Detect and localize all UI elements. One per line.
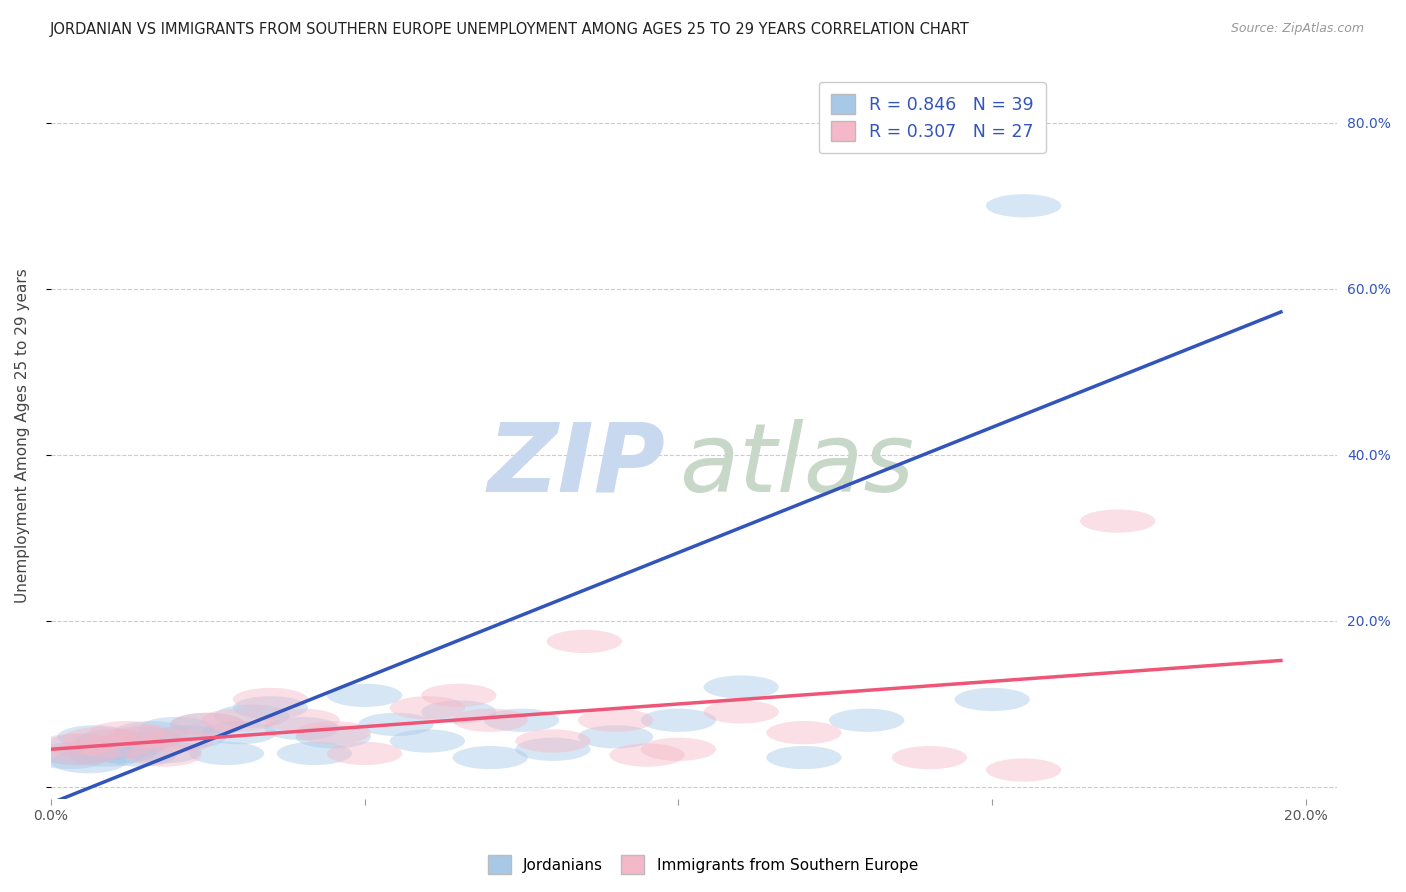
Ellipse shape	[107, 727, 183, 750]
Ellipse shape	[986, 758, 1062, 781]
Ellipse shape	[609, 743, 685, 767]
Ellipse shape	[214, 705, 290, 728]
Ellipse shape	[703, 700, 779, 723]
Ellipse shape	[114, 721, 188, 744]
Ellipse shape	[264, 717, 339, 740]
Ellipse shape	[127, 743, 201, 767]
Ellipse shape	[170, 713, 246, 736]
Ellipse shape	[63, 727, 139, 750]
Ellipse shape	[295, 721, 371, 744]
Ellipse shape	[127, 740, 201, 764]
Ellipse shape	[82, 740, 157, 764]
Ellipse shape	[45, 742, 120, 765]
Ellipse shape	[547, 630, 621, 653]
Ellipse shape	[76, 735, 152, 758]
Ellipse shape	[515, 738, 591, 761]
Ellipse shape	[264, 708, 339, 731]
Ellipse shape	[233, 696, 308, 720]
Ellipse shape	[233, 688, 308, 711]
Ellipse shape	[152, 725, 226, 748]
Ellipse shape	[484, 708, 560, 731]
Ellipse shape	[578, 725, 654, 748]
Ellipse shape	[703, 675, 779, 698]
Ellipse shape	[453, 708, 527, 731]
Legend: Jordanians, Immigrants from Southern Europe: Jordanians, Immigrants from Southern Eur…	[482, 849, 924, 880]
Ellipse shape	[51, 750, 127, 773]
Text: JORDANIAN VS IMMIGRANTS FROM SOUTHERN EUROPE UNEMPLOYMENT AMONG AGES 25 TO 29 YE: JORDANIAN VS IMMIGRANTS FROM SOUTHERN EU…	[49, 22, 969, 37]
Ellipse shape	[389, 730, 465, 753]
Ellipse shape	[389, 696, 465, 720]
Ellipse shape	[422, 684, 496, 707]
Ellipse shape	[359, 713, 433, 736]
Ellipse shape	[89, 721, 165, 744]
Ellipse shape	[453, 746, 527, 769]
Ellipse shape	[89, 735, 165, 758]
Ellipse shape	[766, 721, 842, 744]
Ellipse shape	[986, 194, 1062, 218]
Ellipse shape	[891, 746, 967, 769]
Ellipse shape	[830, 708, 904, 731]
Ellipse shape	[70, 743, 145, 767]
Ellipse shape	[641, 738, 716, 761]
Ellipse shape	[515, 730, 591, 753]
Ellipse shape	[38, 733, 114, 756]
Ellipse shape	[578, 708, 654, 731]
Y-axis label: Unemployment Among Ages 25 to 29 years: Unemployment Among Ages 25 to 29 years	[15, 268, 30, 603]
Ellipse shape	[201, 721, 277, 744]
Ellipse shape	[188, 742, 264, 765]
Ellipse shape	[107, 725, 183, 748]
Ellipse shape	[766, 746, 842, 769]
Ellipse shape	[45, 733, 120, 756]
Ellipse shape	[58, 725, 132, 748]
Text: Source: ZipAtlas.com: Source: ZipAtlas.com	[1230, 22, 1364, 36]
Ellipse shape	[328, 742, 402, 765]
Ellipse shape	[139, 730, 214, 753]
Ellipse shape	[76, 730, 152, 753]
Ellipse shape	[955, 688, 1029, 711]
Ellipse shape	[328, 684, 402, 707]
Ellipse shape	[1080, 509, 1156, 533]
Ellipse shape	[295, 725, 371, 748]
Ellipse shape	[201, 708, 277, 731]
Text: ZIP: ZIP	[488, 418, 666, 512]
Ellipse shape	[38, 742, 114, 765]
Ellipse shape	[63, 738, 139, 761]
Ellipse shape	[101, 743, 176, 767]
Ellipse shape	[139, 717, 214, 740]
Ellipse shape	[641, 708, 716, 731]
Text: atlas: atlas	[679, 418, 914, 512]
Ellipse shape	[94, 731, 170, 756]
Ellipse shape	[277, 742, 352, 765]
Ellipse shape	[170, 713, 246, 736]
Ellipse shape	[32, 746, 107, 769]
Legend: R = 0.846   N = 39, R = 0.307   N = 27: R = 0.846 N = 39, R = 0.307 N = 27	[818, 82, 1046, 153]
Ellipse shape	[422, 700, 496, 723]
